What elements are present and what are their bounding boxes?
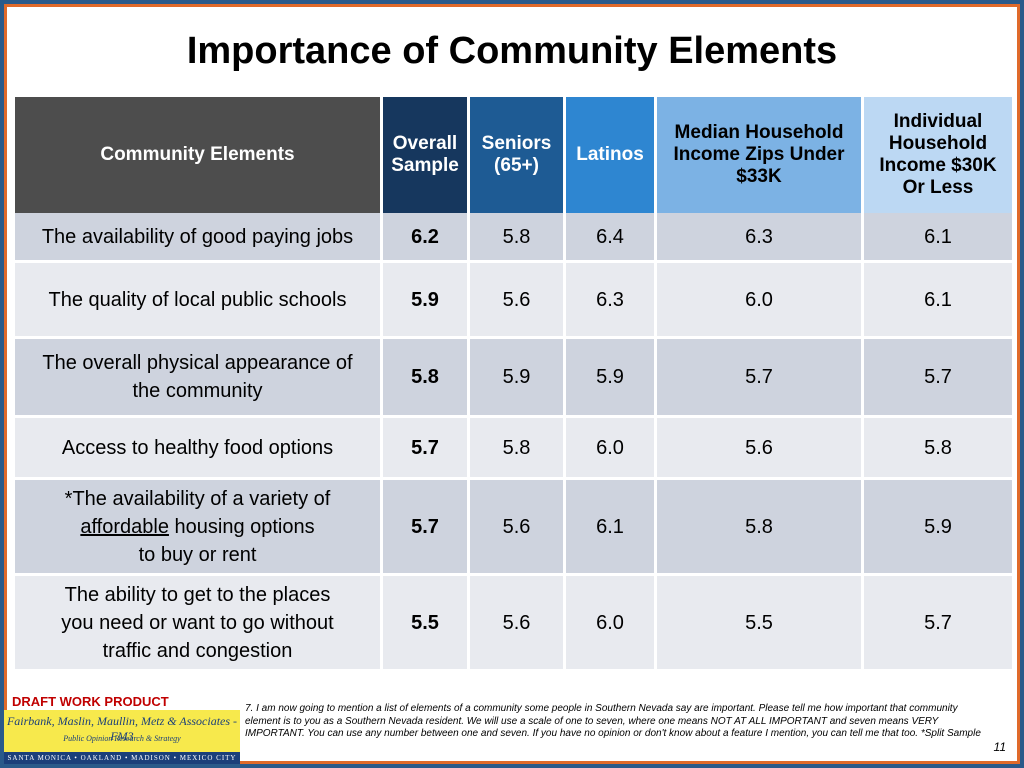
element-label-line: the community [132,380,263,402]
overall-value: 5.5 [383,576,467,672]
latinos-value: 5.9 [566,339,654,418]
individual-income-value: 5.8 [864,418,1012,480]
element-label-line: housing options [168,515,315,538]
seniors-value: 5.6 [470,263,563,339]
element-cell: *The availability of a variety of afford… [15,480,380,576]
element-label-line: *The availability of a variety of [64,487,331,510]
seniors-value: 5.6 [470,576,563,672]
draft-work-product-label: DRAFT WORK PRODUCT [12,694,169,709]
individual-income-value: 5.9 [864,480,1012,576]
median-income-value: 6.0 [657,263,861,339]
element-label-line: The ability to get to the places [64,583,331,606]
latinos-value: 6.3 [566,263,654,339]
community-elements-table: Community Elements Overall Sample Senior… [12,97,1015,672]
fm3-logo: Fairbank, Maslin, Maullin, Metz & Associ… [4,710,240,764]
element-cell: The ability to get to the places you nee… [15,576,380,672]
element-cell: Access to healthy food options [15,418,380,480]
element-cell: The availability of good paying jobs [15,213,380,263]
element-label: The availability of good paying jobs [41,225,354,248]
page-title: Importance of Community Elements [186,30,838,72]
element-label: The quality of local public schools [48,288,347,311]
table-header-row: Community Elements Overall Sample Senior… [15,97,1012,213]
median-income-value: 6.3 [657,213,861,263]
header-individual-household-income: Individual Household Income $30K Or Less [864,97,1012,213]
table-row: *The availability of a variety of afford… [15,480,1012,576]
logo-subtitle: Public Opinion Research & Strategy [63,734,181,743]
latinos-value: 6.4 [566,213,654,263]
header-community-elements: Community Elements [15,97,380,213]
overall-value: 5.8 [383,339,467,418]
individual-income-value: 5.7 [864,576,1012,672]
element-label-line: you need or want to go without [61,611,334,634]
element-cell: The overall physical appearance of the c… [15,339,380,418]
median-income-value: 5.6 [657,418,861,480]
table-row: The availability of good paying jobs 6.2… [15,213,1012,263]
table-row: Access to healthy food options 5.7 5.8 6… [15,418,1012,480]
element-cell: The quality of local public schools [15,263,380,339]
table-row: The ability to get to the places you nee… [15,576,1012,672]
table-row: The overall physical appearance of the c… [15,339,1012,418]
latinos-value: 6.0 [566,418,654,480]
affordable-underlined: affordable [80,515,169,538]
latinos-value: 6.1 [566,480,654,576]
overall-value: 6.2 [383,213,467,263]
element-label: Access to healthy food options [61,436,334,459]
individual-income-value: 5.7 [864,339,1012,418]
element-label-line: to buy or rent [138,543,257,566]
header-seniors: Seniors (65+) [470,97,563,213]
element-label-line: The overall physical appearance of [42,352,353,374]
latinos-value: 6.0 [566,576,654,672]
seniors-value: 5.9 [470,339,563,418]
individual-income-value: 6.1 [864,263,1012,339]
overall-value: 5.7 [383,418,467,480]
seniors-value: 5.6 [470,480,563,576]
header-overall-sample: Overall Sample [383,97,467,213]
overall-value: 5.9 [383,263,467,339]
survey-question-footnote: 7. I am now going to mention a list of e… [245,703,981,739]
logo-company-name: Fairbank, Maslin, Maullin, Metz & Associ… [6,714,238,743]
seniors-value: 5.8 [470,418,563,480]
median-income-value: 5.5 [657,576,861,672]
header-median-household-income: Median Household Income Zips Under $33K [657,97,861,213]
header-latinos: Latinos [566,97,654,213]
individual-income-value: 6.1 [864,213,1012,263]
median-income-value: 5.7 [657,339,861,418]
logo-cities: SANTA MONICA • OAKLAND • MADISON • MEXIC… [4,752,240,764]
overall-value: 5.7 [383,480,467,576]
page-number: 11 [993,740,1006,754]
table-row: The quality of local public schools 5.9 … [15,263,1012,339]
element-label-line: traffic and congestion [102,639,293,662]
median-income-value: 5.8 [657,480,861,576]
seniors-value: 5.8 [470,213,563,263]
